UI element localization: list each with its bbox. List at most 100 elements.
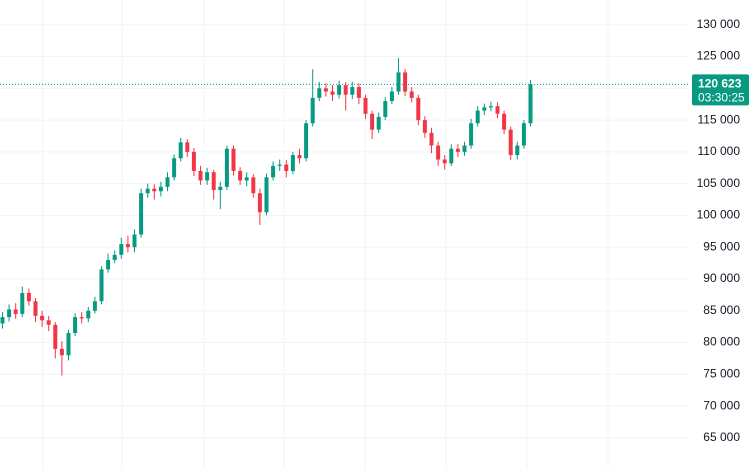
y-tick-label: 100 000 — [697, 208, 741, 222]
candle-body — [20, 292, 25, 314]
candle-body — [73, 317, 78, 334]
candle-body — [112, 254, 117, 260]
candle-body — [330, 91, 335, 95]
y-tick-label: 115 000 — [698, 112, 741, 126]
y-tick-label: 130 000 — [697, 17, 741, 31]
candle-body — [231, 148, 236, 171]
candle-body — [172, 158, 177, 178]
vertical-grid — [42, 0, 609, 469]
candle-body — [508, 129, 513, 156]
candle-body — [396, 72, 401, 92]
last-price-box — [692, 74, 749, 106]
candle-body — [59, 348, 64, 356]
candle-body — [40, 315, 45, 321]
candle-body — [106, 259, 111, 270]
candle-body — [66, 333, 71, 356]
candle-body — [257, 193, 262, 213]
candle-body — [515, 145, 520, 156]
candle-body — [383, 101, 388, 117]
candle-body — [205, 172, 210, 181]
candle-body — [218, 186, 223, 191]
candle-body — [46, 320, 51, 325]
candle-body — [211, 172, 216, 191]
candle-body — [442, 159, 447, 164]
candle-body — [376, 116, 381, 130]
candle-body — [416, 97, 421, 121]
candle-body — [13, 309, 18, 314]
candle-body — [165, 177, 170, 187]
candle-body — [528, 84, 533, 124]
candle-body — [33, 301, 38, 316]
candle-body — [132, 234, 137, 248]
y-tick-label: 125 000 — [697, 49, 741, 63]
candle-body — [0, 317, 5, 324]
candle-body — [462, 145, 467, 152]
candle-body — [284, 164, 289, 171]
candle-body — [99, 269, 104, 302]
y-tick-label: 95 000 — [703, 239, 740, 253]
countdown-label: 03:30:25 — [698, 91, 745, 105]
y-tick-label: 110 000 — [698, 144, 741, 158]
candle-body — [488, 106, 493, 108]
candle-body — [449, 148, 454, 164]
candle-body — [317, 88, 322, 98]
candle-body — [119, 244, 124, 255]
candle-body — [125, 244, 130, 248]
y-tick-label: 65 000 — [703, 430, 740, 444]
candle-body — [92, 301, 97, 311]
candle-body — [469, 123, 474, 146]
candle-body — [370, 113, 375, 130]
candle-body — [403, 72, 408, 92]
candle-body — [238, 170, 243, 181]
candle-body — [191, 151, 196, 171]
candle-body — [185, 142, 190, 152]
candle-body — [224, 148, 229, 187]
candle-body — [26, 292, 31, 302]
candle-body — [271, 165, 276, 178]
candle-body — [495, 106, 500, 114]
candle-body — [356, 87, 361, 98]
y-tick-label: 90 000 — [703, 271, 740, 285]
candle-body — [521, 123, 526, 146]
candle-body — [429, 132, 434, 146]
candle-body — [277, 164, 282, 166]
candle-body — [145, 188, 150, 194]
y-tick-label: 75 000 — [703, 366, 740, 380]
candle-body — [139, 193, 144, 235]
candle-body — [264, 177, 269, 213]
candle-body — [310, 97, 315, 124]
candle-body — [152, 188, 157, 192]
candle-body — [502, 113, 507, 130]
candle-body — [455, 148, 460, 152]
y-tick-label: 70 000 — [703, 398, 740, 412]
candle-body — [323, 88, 328, 92]
last-price-label: 120 623 — [698, 77, 742, 91]
candle-body — [475, 110, 480, 124]
candle-body — [290, 155, 295, 171]
candle-body — [158, 186, 163, 192]
candle-body — [436, 145, 441, 160]
y-tick-label: 80 000 — [703, 335, 740, 349]
candle-body — [304, 123, 309, 159]
candle-body — [198, 170, 203, 181]
candle-body — [251, 177, 256, 194]
y-tick-label: 85 000 — [703, 303, 740, 317]
candle-body — [53, 324, 58, 349]
candle-body — [409, 91, 414, 98]
candle-body — [79, 317, 84, 319]
candle-body — [7, 309, 12, 318]
candle-body — [86, 310, 91, 319]
candle-body — [343, 85, 348, 95]
candle-body — [422, 120, 427, 133]
candle-body — [482, 107, 487, 111]
candle-body — [178, 142, 183, 159]
candle-body — [350, 87, 355, 95]
candle-body — [244, 177, 249, 181]
y-tick-label: 105 000 — [697, 176, 741, 190]
candle-body — [389, 91, 394, 102]
candle-body — [297, 155, 302, 159]
candle-body — [363, 97, 368, 114]
candle-body — [337, 85, 342, 95]
